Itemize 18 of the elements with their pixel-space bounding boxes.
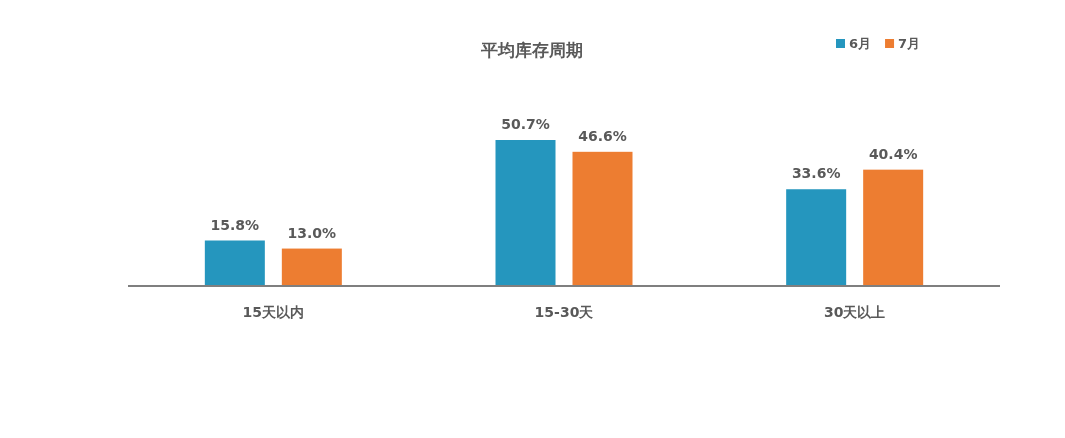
data-label: 15.8% — [210, 216, 260, 233]
chart-title: 平均库存周期 — [480, 40, 583, 60]
x-tick-label: 15天以内 — [242, 304, 305, 320]
bar — [495, 140, 556, 286]
data-label: 33.6% — [791, 165, 841, 182]
data-label: 46.6% — [578, 127, 627, 144]
data-label: 40.4% — [868, 145, 918, 162]
bar — [786, 189, 847, 286]
bar — [281, 248, 342, 286]
bar — [204, 240, 265, 286]
legend-label: 6月 — [849, 36, 872, 51]
bar — [572, 151, 633, 286]
legend-label: 7月 — [898, 36, 921, 51]
x-tick-label: 30天以上 — [823, 304, 886, 320]
bar — [863, 169, 924, 286]
data-label: 50.7% — [501, 116, 550, 132]
data-label: 13.0% — [287, 224, 337, 241]
x-tick-label: 15-30天 — [534, 304, 595, 320]
